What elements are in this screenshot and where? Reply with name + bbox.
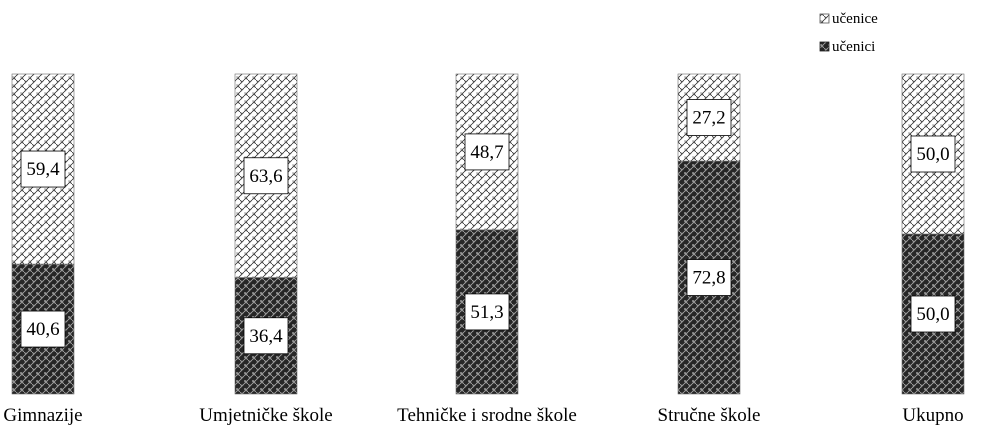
- data-label-ucenici-umjetnicke-skole: 36,4: [249, 326, 283, 347]
- data-label-box-ucenici-gimnazije: [20, 310, 66, 348]
- legend-swatch-ucenici: [819, 41, 830, 52]
- data-label-ucenici-ukupno: 50,0: [916, 304, 949, 325]
- category-label-ukupno: Ukupno: [902, 405, 963, 426]
- data-label-box-ucenici-umjetnicke-skole: [243, 317, 289, 355]
- data-label-box-ucenici-ukupno: [910, 295, 956, 333]
- data-label-box-ucenici-tehnicke-i-srodne-skole: [464, 293, 510, 331]
- data-label-ucenici-tehnicke-i-srodne-skole: 51,3: [470, 302, 503, 323]
- data-labels-group: 40,6 59,4 36,4 63,6 51,3 48,7 72,8 27,2 50,0 50,0: [20, 99, 956, 355]
- legend-item-ucenici: učenici: [819, 39, 875, 55]
- legend-label-ucenici: učenici: [832, 39, 875, 55]
- data-label-ucenici-gimnazije: 40,6: [26, 319, 59, 340]
- data-label-ucenice-umjetnicke-skole: 63,6: [249, 166, 282, 187]
- data-label-ucenici-strucne-skole: 72,8: [692, 268, 725, 289]
- data-label-box-ucenice-ukupno: [910, 135, 956, 173]
- legend-swatch-ucenice: [819, 13, 830, 24]
- bars-group: [11, 73, 965, 395]
- legend: učenice učenici: [819, 11, 878, 55]
- legend-item-ucenice: učenice: [819, 11, 878, 27]
- data-label-ucenice-tehnicke-i-srodne-skole: 48,7: [470, 142, 503, 163]
- data-label-box-ucenice-gimnazije: [20, 150, 66, 188]
- legend-label-ucenice: učenice: [832, 11, 878, 27]
- data-label-ucenice-gimnazije: 59,4: [26, 159, 60, 180]
- category-label-umjetnicke-skole: Umjetničke škole: [199, 405, 333, 426]
- data-label-box-ucenice-strucne-skole: [686, 99, 732, 136]
- category-label-gimnazije: Gimnazije: [3, 405, 82, 426]
- data-label-ucenice-ukupno: 50,0: [916, 144, 949, 165]
- data-label-box-ucenice-tehnicke-i-srodne-skole: [464, 133, 510, 171]
- category-label-strucne-skole: Stručne škole: [658, 405, 761, 426]
- category-label-tehnicke-i-srodne-skole: Tehničke i srodne škole: [397, 405, 577, 426]
- data-label-box-ucenici-strucne-skole: [686, 259, 732, 296]
- data-label-box-ucenice-umjetnicke-skole: [243, 157, 289, 195]
- data-label-ucenice-strucne-skole: 27,2: [692, 108, 725, 129]
- category-labels-group: Gimnazije Umjetničke škole Tehničke i srod…: [3, 405, 963, 426]
